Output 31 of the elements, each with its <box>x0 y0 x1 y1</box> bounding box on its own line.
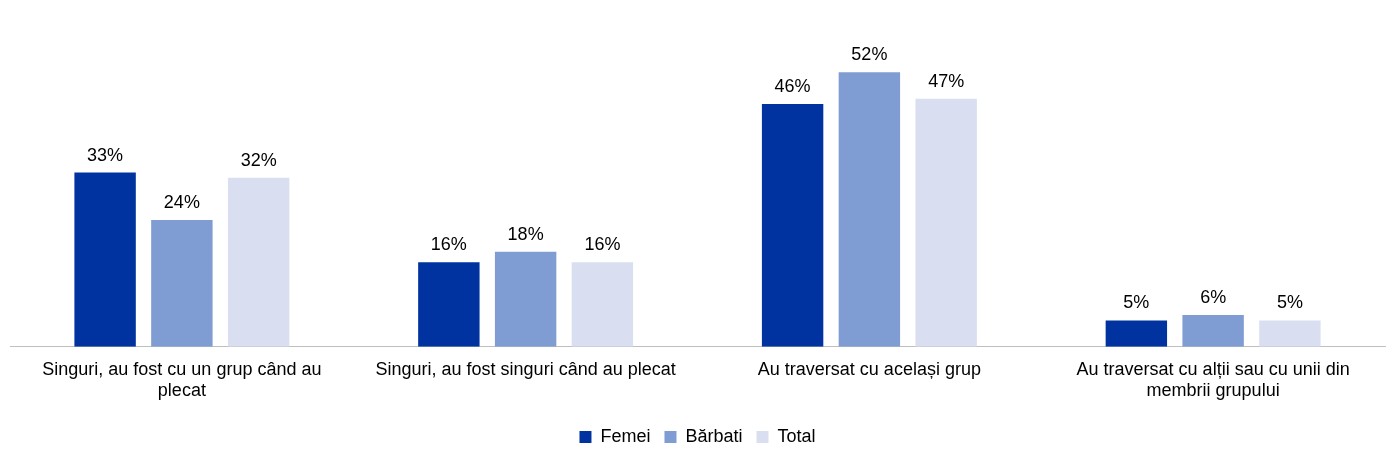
bar <box>1259 320 1321 347</box>
bar <box>151 220 213 347</box>
bar <box>227 177 290 347</box>
x-tick-label: Singuri, au fost singuri când au plecat <box>375 358 676 379</box>
bar <box>418 262 480 347</box>
data-label: 32% <box>240 149 277 170</box>
data-label: 24% <box>163 192 200 213</box>
data-label: 16% <box>584 234 621 255</box>
data-label: 16% <box>430 234 467 255</box>
bar <box>838 72 901 347</box>
bar <box>915 98 977 347</box>
data-label: 5% <box>1123 292 1150 313</box>
x-tick-label: Au traversat cu același grup <box>757 358 981 379</box>
data-label: 46% <box>774 75 811 96</box>
data-label: 47% <box>928 70 965 91</box>
x-tick-label: Au traversat cu alții sau cu unii din membrii grupului <box>1076 358 1350 401</box>
data-label: 33% <box>87 144 124 165</box>
data-label: 6% <box>1200 287 1227 308</box>
legend-label: Total <box>777 425 816 446</box>
bar <box>1182 315 1244 347</box>
bar <box>74 172 136 347</box>
legend-label: Bărbati <box>685 425 743 446</box>
bar <box>571 262 634 347</box>
data-label: 18% <box>507 223 544 244</box>
bar <box>494 251 557 347</box>
x-tick-label: Singuri, au fost cu un grup când au plecat <box>42 358 322 401</box>
bar <box>1105 320 1168 347</box>
data-label: 5% <box>1276 292 1303 313</box>
data-label: 52% <box>851 44 888 65</box>
legend-label: Femei <box>600 425 651 446</box>
bar <box>761 103 824 347</box>
